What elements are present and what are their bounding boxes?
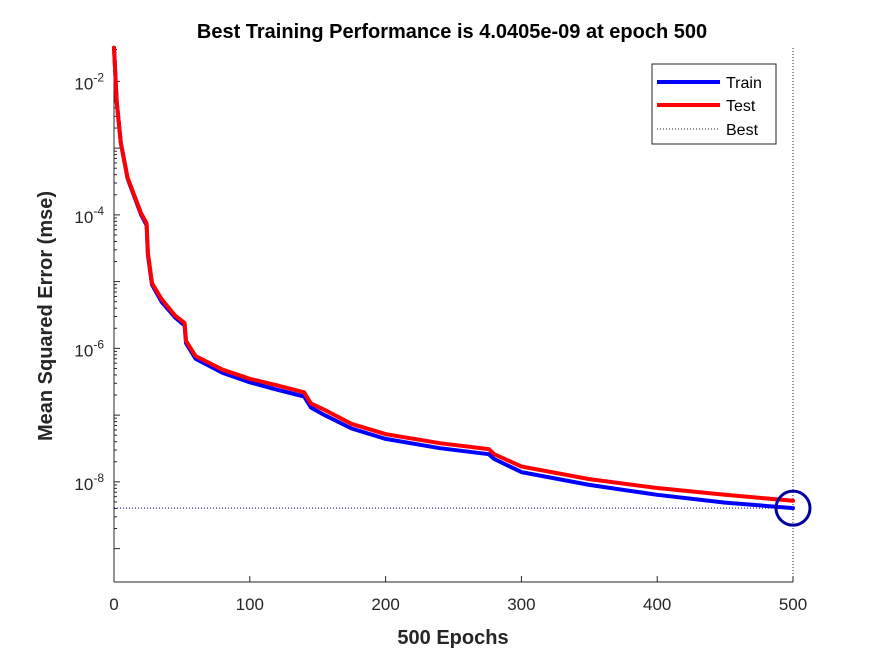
legend-label-best: Best: [726, 122, 759, 139]
legend-label-train: Train: [726, 75, 762, 92]
x-tick-label: 300: [507, 595, 535, 614]
x-tick-label: 400: [643, 595, 671, 614]
series-layer: [112, 45, 812, 582]
x-tick-label: 0: [109, 595, 118, 614]
legend: Train Test Best: [651, 63, 777, 145]
x-tick-label: 500: [779, 595, 807, 614]
x-axis-title: 500 Epochs: [397, 627, 508, 649]
best-point-marker: [774, 489, 812, 527]
legend-label-test: Test: [726, 98, 756, 115]
y-tick-label: 10-8: [74, 471, 104, 494]
x-tick-label: 100: [236, 595, 264, 614]
series-test-line: [112, 45, 795, 503]
y-tick-label: 10-4: [74, 204, 104, 227]
y-tick-label: 10-2: [74, 70, 104, 93]
y-axis-title: Mean Squared Error (mse): [35, 191, 57, 441]
chart-title: Best Training Performance is 4.0405e-09 …: [197, 21, 707, 43]
y-tick-label: 10-6: [74, 337, 104, 360]
y-ticks: 10-2 10-4 10-6 10-8: [74, 49, 120, 550]
x-ticks: 0 100 200 300 400 500: [109, 576, 807, 614]
axes-box: [113, 48, 793, 583]
x-tick-label: 200: [371, 595, 399, 614]
